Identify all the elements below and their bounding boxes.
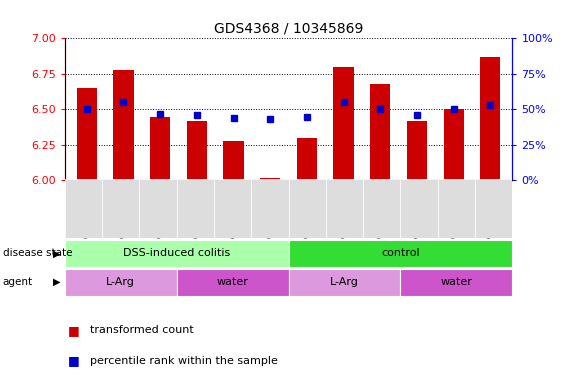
Bar	[444, 109, 464, 180]
Bar	[289, 240, 512, 267]
Bar	[326, 179, 363, 238]
Text: agent: agent	[3, 277, 33, 287]
Bar	[113, 70, 133, 180]
Text: ■: ■	[68, 324, 79, 337]
Bar	[260, 178, 280, 180]
Bar	[65, 240, 289, 267]
Text: DSS-induced colitis: DSS-induced colitis	[123, 248, 230, 258]
Bar	[177, 179, 214, 238]
Bar	[370, 84, 390, 180]
Bar	[438, 179, 475, 238]
Bar	[407, 121, 427, 180]
Bar	[140, 179, 177, 238]
Bar	[400, 179, 438, 238]
Bar	[177, 269, 289, 296]
Bar	[289, 179, 326, 238]
Bar	[65, 179, 102, 238]
Text: control: control	[381, 248, 420, 258]
Text: L-Arg: L-Arg	[330, 277, 359, 287]
Text: percentile rank within the sample: percentile rank within the sample	[90, 356, 278, 366]
Bar	[150, 117, 170, 180]
Bar	[480, 57, 501, 180]
Text: ■: ■	[68, 354, 79, 367]
Bar	[363, 179, 400, 238]
Text: ▶: ▶	[53, 277, 60, 287]
Bar	[65, 269, 177, 296]
Text: ▶: ▶	[53, 248, 60, 258]
Bar	[475, 179, 512, 238]
Bar	[400, 269, 512, 296]
Text: water: water	[217, 277, 248, 287]
Bar	[102, 179, 140, 238]
Bar	[251, 179, 288, 238]
Text: transformed count: transformed count	[90, 325, 194, 335]
Bar	[214, 179, 251, 238]
Text: disease state: disease state	[3, 248, 72, 258]
Title: GDS4368 / 10345869: GDS4368 / 10345869	[214, 22, 363, 36]
Bar	[289, 269, 400, 296]
Text: L-Arg: L-Arg	[106, 277, 135, 287]
Bar	[297, 138, 317, 180]
Bar	[224, 141, 244, 180]
Bar	[333, 67, 354, 180]
Text: water: water	[440, 277, 472, 287]
Bar	[187, 121, 207, 180]
Bar	[77, 88, 97, 180]
